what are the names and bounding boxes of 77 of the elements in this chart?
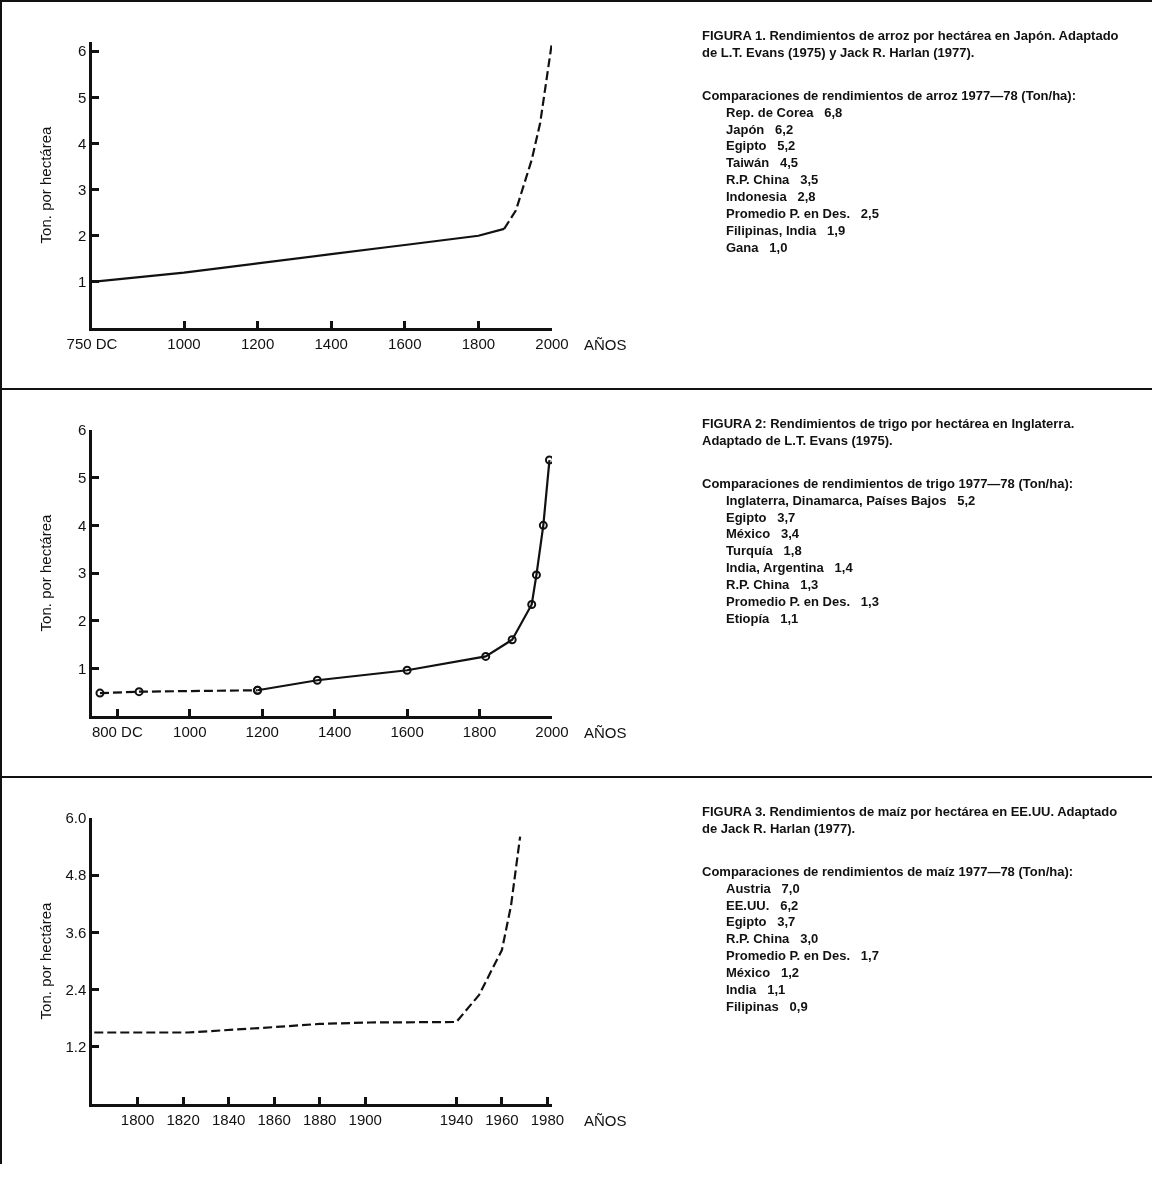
text: Egipto 3,7 bbox=[725, 914, 797, 932]
y-tick-label: 4 bbox=[77, 134, 87, 152]
x-axis-title: AÑOS bbox=[584, 1112, 627, 1129]
text: México 3,4 bbox=[725, 526, 800, 544]
text: Promedio P. en Des. 1,7 bbox=[725, 948, 880, 966]
text: Promedio P. en Des. 2,5 bbox=[725, 206, 880, 223]
x-tick-label: 1200 bbox=[245, 722, 279, 740]
x-axis-title: AÑOS bbox=[584, 336, 627, 353]
text: Filipinas, India 1,9 bbox=[725, 222, 847, 240]
x-tick-label: 1400 bbox=[314, 334, 348, 352]
y-axis-title: Ton. por hectárea bbox=[36, 901, 54, 1020]
x-tick-label: 1200 bbox=[240, 334, 275, 352]
text: Promedio P. en Des. 1,3 bbox=[725, 594, 880, 611]
text: India 1,1 bbox=[725, 982, 787, 999]
text: FIGURA 3. Rendimientos de maíz por hectárea en EE.UU. Adaptado de Jack R. Harlan (1977). bbox=[702, 804, 1119, 838]
text: Egipto 3,7 bbox=[725, 509, 797, 527]
x-tick-label: 1000 bbox=[167, 334, 201, 352]
y-tick-label: 2.4 bbox=[65, 980, 87, 998]
text: Taiwán 4,5 bbox=[725, 155, 799, 173]
y-tick-label: 1.2 bbox=[65, 1038, 87, 1056]
x-tick-label: 1800 bbox=[120, 1110, 155, 1128]
text: R.P. China 3,5 bbox=[725, 172, 820, 190]
y-tick-label: 6 bbox=[77, 421, 87, 439]
text: R.P. China 3,0 bbox=[725, 931, 820, 949]
x-tick-label: 1880 bbox=[303, 1110, 337, 1128]
y-tick-label: 3 bbox=[77, 180, 87, 198]
x-tick-label: 1600 bbox=[390, 722, 424, 740]
y-tick-label: 2 bbox=[77, 611, 87, 629]
text: Rep. de Corea 6,8 bbox=[725, 104, 844, 122]
y-tick-label: 5 bbox=[77, 88, 87, 106]
x-tick-label: 750 DC bbox=[66, 334, 118, 352]
text: Filipinas 0,9 bbox=[725, 998, 809, 1016]
y-tick-label: 6 bbox=[77, 42, 87, 60]
x-tick-label: 1980 bbox=[530, 1110, 565, 1128]
x-tick-label: 1960 bbox=[485, 1110, 519, 1128]
x-tick-label: 1940 bbox=[439, 1110, 474, 1128]
y-tick-label: 5 bbox=[77, 468, 87, 486]
y-axis-title: Ton. por hectárea bbox=[36, 125, 54, 244]
x-tick-label: 2000 bbox=[535, 334, 569, 352]
x-tick-label: 1400 bbox=[317, 722, 352, 740]
x-axis-title: AÑOS bbox=[584, 724, 627, 741]
text: Egipto 5,2 bbox=[725, 138, 797, 156]
text: EE.UU. 6,2 bbox=[725, 897, 800, 915]
y-tick-label: 3 bbox=[77, 564, 87, 582]
x-tick-label: 1900 bbox=[348, 1110, 382, 1128]
text: Comparaciones de rendimientos de trigo 1977—78 (Ton/ha): bbox=[702, 475, 1075, 493]
x-tick-label: 1840 bbox=[211, 1110, 246, 1128]
x-tick-label: 1860 bbox=[257, 1110, 291, 1128]
x-tick-label: 1600 bbox=[388, 334, 422, 352]
text: Inglaterra, Dinamarca, Países Bajos 5,2 bbox=[725, 492, 977, 510]
y-axis-title: Ton. por hectárea bbox=[36, 513, 54, 632]
text: Gana 1,0 bbox=[725, 239, 789, 257]
text: Indonesia 2,8 bbox=[725, 189, 817, 207]
y-tick-label: 4.8 bbox=[65, 866, 87, 884]
x-tick-label: 800 DC bbox=[91, 722, 143, 740]
x-tick-label: 1000 bbox=[173, 722, 207, 740]
y-tick-label: 4 bbox=[77, 516, 87, 534]
text: Japón 6,2 bbox=[725, 121, 795, 139]
x-tick-label: 1820 bbox=[166, 1110, 200, 1128]
x-tick-label: 2000 bbox=[535, 722, 569, 740]
text: Comparaciones de rendimientos de arroz 1977—78 (Ton/ha): bbox=[702, 87, 1077, 105]
text: FIGURA 2: Rendimientos de trigo por hectárea en Inglaterra. Adaptado de L.T. Evans (1975). bbox=[702, 416, 1076, 450]
x-tick-label: 1800 bbox=[461, 334, 496, 352]
text: R.P. China 1,3 bbox=[725, 577, 820, 595]
text: Comparaciones de rendimientos de maíz 1977—78 (Ton/ha): bbox=[702, 863, 1075, 881]
y-tick-label: 3.6 bbox=[65, 923, 87, 941]
x-tick-label: 1800 bbox=[462, 722, 497, 740]
y-tick-label: 1 bbox=[77, 659, 87, 677]
text: Turquía 1,8 bbox=[725, 543, 803, 561]
text: México 1,2 bbox=[725, 965, 800, 983]
y-tick-label: 1 bbox=[77, 273, 87, 291]
text: Etiopía 1,1 bbox=[725, 610, 800, 628]
y-tick-label: 2 bbox=[77, 226, 87, 244]
text: Austria 7,0 bbox=[725, 880, 801, 898]
y-tick-label: 6.0 bbox=[65, 809, 87, 827]
text: FIGURA 1. Rendimientos de arroz por hectárea en Japón. Adaptado de L.T. Evans (1975) y Jack R. Harlan (1977). bbox=[702, 28, 1120, 62]
text: India, Argentina 1,4 bbox=[725, 560, 854, 578]
